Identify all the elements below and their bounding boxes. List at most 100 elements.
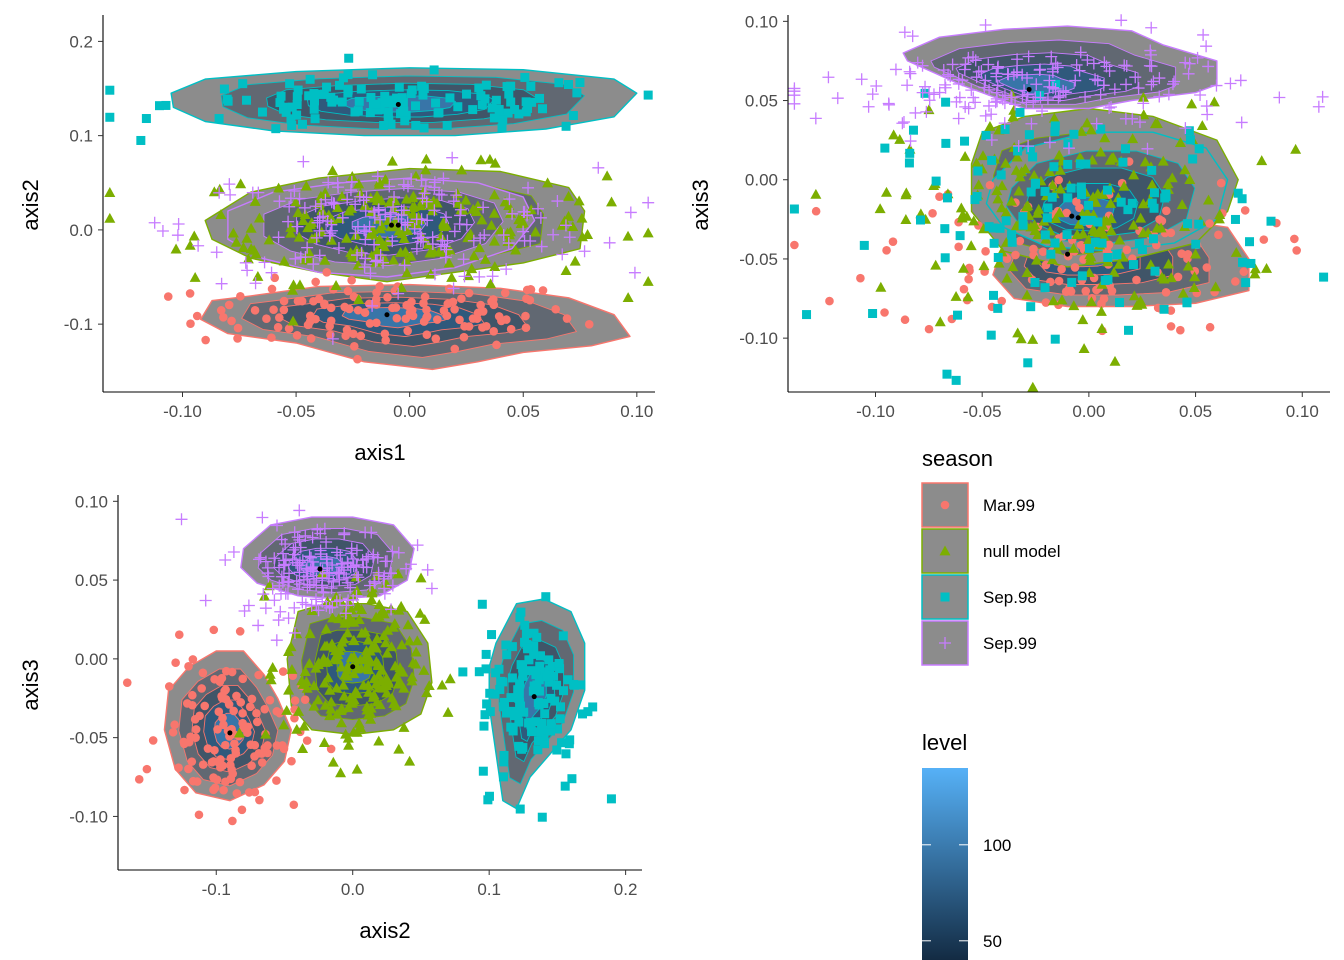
data-point [425, 268, 437, 279]
x-tick-label: 0.10 [620, 402, 653, 421]
data-point [973, 166, 983, 176]
data-point [418, 90, 428, 100]
data-point [343, 85, 353, 95]
data-point [272, 707, 282, 716]
data-point [1063, 193, 1073, 203]
data-point [502, 315, 511, 324]
data-point [420, 153, 432, 164]
data-point [223, 178, 236, 191]
data-point [1116, 197, 1126, 207]
data-point [407, 657, 419, 668]
data-point [148, 216, 161, 229]
data-point [1013, 185, 1025, 196]
data-point [371, 551, 384, 564]
data-point [382, 98, 392, 108]
data-point [547, 228, 560, 241]
data-point [332, 566, 345, 579]
data-point [346, 553, 359, 566]
data-point [373, 178, 385, 189]
data-point [435, 230, 447, 241]
data-point [408, 311, 418, 321]
data-point [343, 286, 353, 296]
data-point [229, 706, 238, 716]
data-point [407, 85, 417, 95]
data-point [941, 138, 951, 148]
data-point [363, 579, 376, 592]
data-point [1000, 124, 1010, 134]
data-point [322, 656, 334, 667]
data-point [281, 107, 291, 117]
data-point [968, 215, 980, 226]
data-point [989, 238, 999, 248]
data-point [245, 222, 257, 233]
data-point [1183, 219, 1193, 229]
data-point [983, 83, 996, 96]
data-point [361, 701, 373, 711]
data-point [420, 292, 430, 302]
data-point [313, 249, 326, 262]
data-point [996, 170, 1006, 180]
data-point [554, 658, 564, 668]
centroid-point [395, 222, 401, 228]
y-tick-label: -0.10 [739, 329, 778, 348]
data-point [366, 299, 379, 312]
data-point [1073, 64, 1086, 77]
data-point [456, 164, 468, 175]
data-point [523, 103, 533, 113]
data-point [310, 114, 320, 124]
data-point [174, 763, 183, 773]
data-point [454, 209, 467, 222]
data-point [249, 195, 261, 206]
data-point [371, 190, 383, 201]
data-point [398, 233, 410, 244]
data-point [1085, 296, 1097, 307]
data-point [1127, 133, 1139, 144]
data-point [498, 772, 508, 782]
data-point [345, 175, 358, 188]
data-point [1290, 234, 1299, 244]
data-point [192, 311, 202, 321]
data-point [497, 229, 510, 241]
data-point [923, 86, 936, 99]
data-point [235, 627, 245, 636]
data-point [962, 102, 975, 115]
data-point [122, 678, 132, 687]
data-point [1145, 259, 1157, 270]
data-point [931, 176, 941, 186]
data-point [397, 93, 407, 103]
data-point [553, 724, 563, 734]
data-point [188, 776, 198, 786]
data-point [1095, 305, 1107, 316]
data-point [1074, 46, 1087, 59]
data-point [905, 148, 915, 158]
data-point [487, 630, 497, 640]
data-point [1025, 145, 1035, 155]
data-point [1026, 187, 1036, 197]
data-point [351, 763, 363, 774]
data-point [171, 229, 184, 242]
centroid-point [384, 312, 390, 318]
data-point [378, 570, 391, 583]
data-point [218, 713, 227, 723]
data-point [1161, 192, 1171, 202]
data-point [979, 18, 992, 31]
data-point [233, 334, 242, 343]
data-point [294, 279, 306, 290]
data-point [1057, 264, 1066, 274]
data-point [368, 238, 381, 251]
data-point [1141, 142, 1154, 155]
data-point [287, 315, 299, 326]
data-point [982, 99, 995, 112]
data-point [1132, 82, 1145, 95]
data-point [326, 558, 339, 571]
data-point [398, 721, 410, 732]
data-point [1233, 188, 1243, 198]
data-point [247, 694, 257, 704]
data-point [313, 211, 326, 224]
data-point [174, 630, 184, 639]
data-point [1056, 294, 1068, 305]
data-point [1149, 188, 1159, 198]
data-point [450, 189, 463, 202]
x-tick-label: 0.00 [393, 402, 426, 421]
